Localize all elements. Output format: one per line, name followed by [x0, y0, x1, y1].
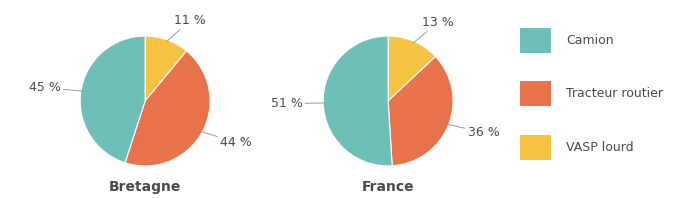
- Wedge shape: [388, 56, 453, 166]
- Text: 11 %: 11 %: [167, 14, 206, 42]
- Text: 44 %: 44 %: [200, 131, 252, 149]
- Text: France: France: [362, 180, 414, 194]
- Bar: [520, 135, 551, 160]
- Wedge shape: [323, 36, 392, 166]
- Bar: [520, 28, 551, 53]
- Wedge shape: [388, 36, 435, 101]
- Text: VASP lourd: VASP lourd: [566, 141, 634, 154]
- Text: Tracteur routier: Tracteur routier: [566, 87, 664, 100]
- Text: 51 %: 51 %: [271, 97, 325, 110]
- Text: 36 %: 36 %: [447, 124, 500, 139]
- Text: Camion: Camion: [566, 34, 614, 47]
- Wedge shape: [145, 36, 186, 101]
- Text: 13 %: 13 %: [413, 16, 454, 43]
- Text: Bretagne: Bretagne: [109, 180, 182, 194]
- Wedge shape: [125, 51, 210, 166]
- Text: 45 %: 45 %: [28, 81, 83, 94]
- Wedge shape: [80, 36, 145, 163]
- Bar: [520, 81, 551, 106]
